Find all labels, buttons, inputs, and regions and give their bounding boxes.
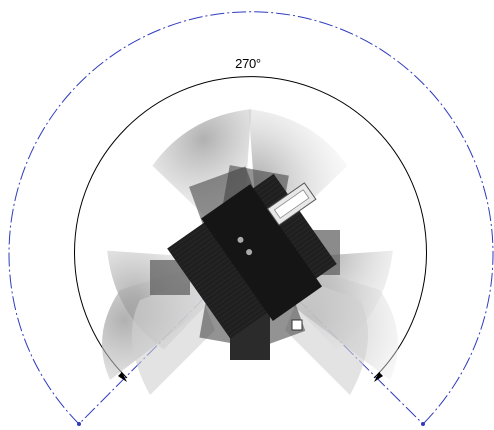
endpoint-left: [77, 422, 81, 426]
speaker-array-icon: [102, 109, 398, 395]
arrowhead-icon: [374, 372, 383, 382]
arrowhead-icon: [118, 372, 127, 382]
angle-label: 270°: [235, 56, 261, 71]
endpoint-right: [421, 422, 425, 426]
inner-angle-arc: [74, 76, 427, 379]
outer-sweep-arc: [8, 11, 494, 425]
